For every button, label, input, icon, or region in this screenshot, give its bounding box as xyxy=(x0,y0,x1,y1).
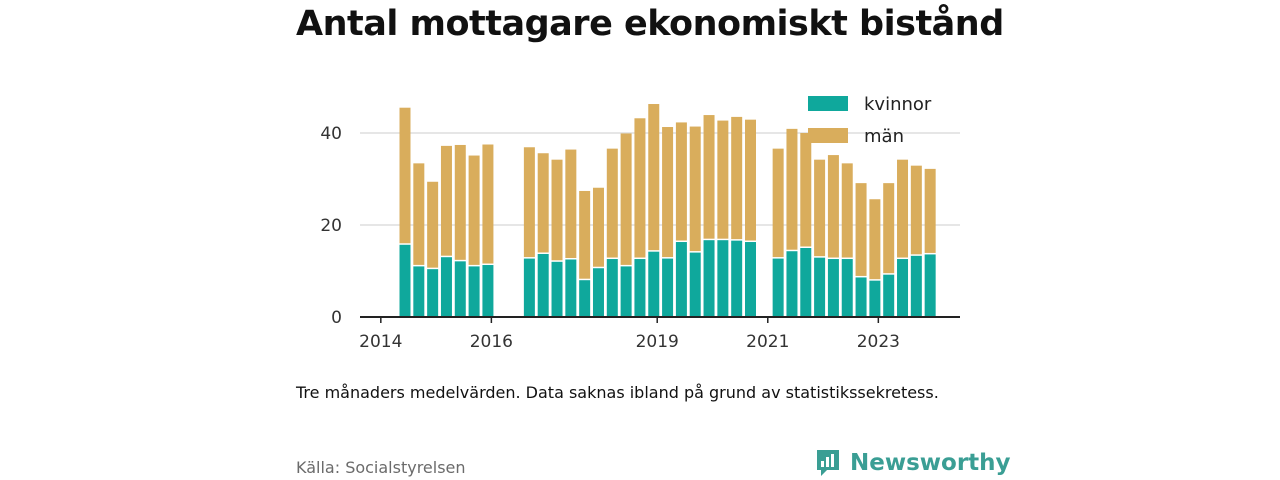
bar-kvinnor xyxy=(579,280,591,317)
bar-kvinnor xyxy=(482,265,494,317)
bar-kvinnor xyxy=(745,242,756,317)
bar-kvinnor xyxy=(565,259,577,317)
bar-man xyxy=(399,107,411,244)
y-axis-ticks: 0 20 40 xyxy=(320,124,342,328)
legend-swatch-kvinnor xyxy=(808,96,848,111)
bar-man xyxy=(523,147,535,258)
legend-swatch-man xyxy=(808,128,848,143)
x-tick-label: 2023 xyxy=(857,332,900,352)
bar-kvinnor xyxy=(910,255,922,317)
bar-man xyxy=(634,118,646,258)
bar-kvinnor xyxy=(869,280,881,317)
bar-kvinnor xyxy=(786,251,798,317)
bar-man xyxy=(869,199,881,280)
bar-man xyxy=(537,153,549,253)
bar-kvinnor xyxy=(703,240,715,317)
bar-kvinnor xyxy=(731,240,743,317)
bar-kvinnor xyxy=(841,259,853,317)
bar-man xyxy=(482,144,494,264)
x-tick-label: 2019 xyxy=(636,332,679,352)
bar-kvinnor xyxy=(675,242,687,317)
bar-kvinnor xyxy=(592,268,604,317)
bars xyxy=(399,104,936,317)
bar-kvinnor xyxy=(523,258,535,317)
bar-man xyxy=(551,159,563,261)
bar-kvinnor xyxy=(662,258,674,317)
brand-name: Newsworthy xyxy=(850,450,1011,476)
y-tick-label: 20 xyxy=(320,216,342,236)
bar-man xyxy=(703,115,715,239)
bar-kvinnor xyxy=(827,259,839,317)
bar-kvinnor xyxy=(648,251,660,317)
bar-man xyxy=(413,163,425,265)
bar-kvinnor xyxy=(634,259,646,317)
bar-kvinnor xyxy=(620,266,632,317)
source-label: Källa: Socialstyrelsen xyxy=(296,458,466,477)
bar-man xyxy=(910,165,922,255)
bar-kvinnor xyxy=(689,252,701,317)
bar-kvinnor xyxy=(814,257,826,317)
bar-kvinnor xyxy=(772,258,784,317)
bar-man xyxy=(745,119,756,241)
bar-man xyxy=(579,190,591,279)
bar-man xyxy=(565,149,577,258)
bar-man xyxy=(841,163,853,258)
legend-label-kvinnor: kvinnor xyxy=(864,94,932,115)
bar-man xyxy=(731,116,743,240)
bar-kvinnor xyxy=(883,274,895,317)
bar-man xyxy=(717,120,729,239)
bar-man xyxy=(827,155,839,258)
x-tick-label: 2014 xyxy=(359,332,402,352)
bar-man xyxy=(800,133,812,247)
bar-man xyxy=(924,168,936,253)
legend-label-man: män xyxy=(864,126,904,147)
bar-kvinnor xyxy=(855,277,867,317)
bar-kvinnor xyxy=(537,253,549,317)
newsworthy-logo-icon xyxy=(817,450,839,476)
bar-man xyxy=(897,159,909,258)
bar-man xyxy=(675,122,687,241)
bar-kvinnor xyxy=(924,254,936,317)
bar-kvinnor xyxy=(897,259,909,317)
y-tick-label: 40 xyxy=(320,124,342,144)
bar-kvinnor xyxy=(800,248,812,317)
chart-title: Antal mottagare ekonomiskt bistånd xyxy=(296,4,1004,44)
bar-man xyxy=(689,126,701,252)
bar-man xyxy=(427,181,439,268)
bar-man xyxy=(440,145,452,256)
bar-kvinnor xyxy=(413,266,425,317)
x-tick-label: 2021 xyxy=(746,332,789,352)
bar-man xyxy=(855,183,867,276)
bar-man xyxy=(620,133,632,265)
chart-note: Tre månaders medelvärden. Data saknas ib… xyxy=(296,383,939,402)
x-axis-ticks: 2014 2016 2019 2021 2023 xyxy=(359,317,900,352)
bar-man xyxy=(814,159,826,257)
bar-kvinnor xyxy=(440,257,452,317)
bar-man xyxy=(883,183,895,274)
bar-kvinnor xyxy=(551,261,563,317)
bar-man xyxy=(772,148,784,258)
bar-kvinnor xyxy=(606,259,618,317)
stacked-bar-chart: 2014 2016 2019 2021 2023 0 20 40 kvinnor män xyxy=(320,94,960,352)
bar-kvinnor xyxy=(468,266,480,317)
bar-kvinnor xyxy=(717,240,729,317)
legend: kvinnor män xyxy=(808,94,932,147)
bar-kvinnor xyxy=(454,261,466,317)
bar-man xyxy=(454,144,466,260)
bar-kvinnor xyxy=(427,269,439,317)
bar-kvinnor xyxy=(399,244,411,317)
bar-man xyxy=(606,148,618,258)
y-tick-label: 0 xyxy=(331,308,342,328)
brand-logo[interactable]: Newsworthy xyxy=(815,446,1011,480)
bar-man xyxy=(662,127,674,258)
bar-man xyxy=(786,128,798,250)
x-tick-label: 2016 xyxy=(470,332,513,352)
bar-man xyxy=(648,104,660,251)
bar-man xyxy=(592,187,604,267)
bar-man xyxy=(468,155,480,265)
